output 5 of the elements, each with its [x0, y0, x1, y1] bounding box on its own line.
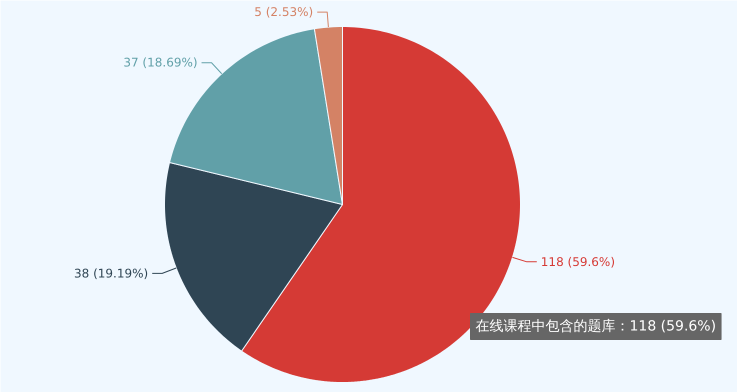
data-label: 118 (59.6%): [540, 254, 615, 269]
data-label: 37 (18.69%): [123, 56, 198, 70]
text: 在线课程中包含的题库：118 (59.6%): [476, 318, 716, 334]
data-label: 5 (2.53%): [254, 5, 314, 20]
data-label: 38 (19.19%): [74, 266, 148, 280]
